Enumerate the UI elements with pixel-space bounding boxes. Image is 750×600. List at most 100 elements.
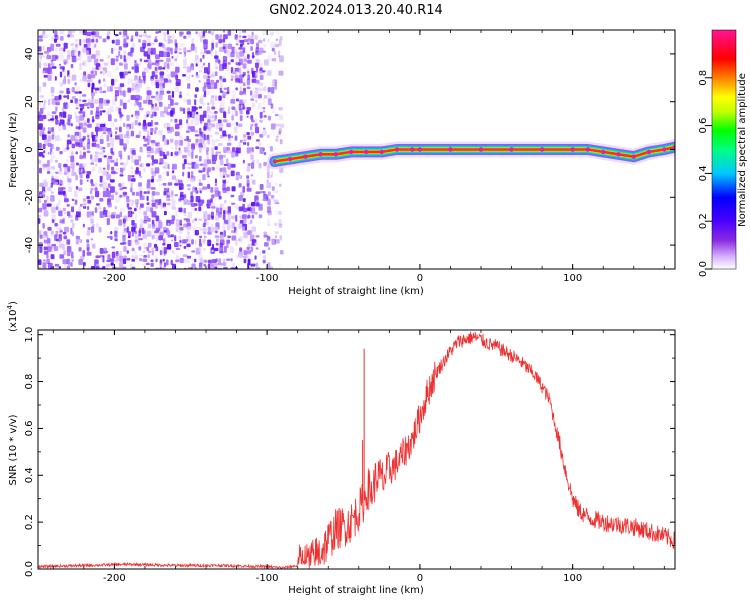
noise-cell: [226, 179, 230, 184]
noise-cell: [67, 166, 71, 173]
noise-cell: [122, 167, 126, 172]
noise-cell: [87, 227, 91, 231]
noise-cell: [70, 30, 76, 33]
noise-cell: [66, 122, 71, 125]
noise-cell: [42, 34, 48, 39]
noise-cell: [158, 66, 162, 70]
noise-cell: [246, 267, 251, 269]
noise-cell: [119, 99, 123, 106]
noise-cell: [43, 210, 49, 217]
noise-cell: [194, 230, 199, 236]
noise-cell: [150, 78, 154, 86]
noise-cell: [134, 255, 138, 260]
noise-cell: [150, 262, 154, 267]
noise-cell: [174, 102, 179, 106]
noise-cell: [250, 123, 254, 127]
noise-cell: [203, 211, 208, 215]
noise-cell: [242, 35, 247, 39]
noise-cell: [79, 62, 82, 70]
noise-cell: [222, 30, 226, 33]
noise-cell: [102, 90, 107, 93]
noise-cell: [42, 82, 47, 87]
noise-cell: [131, 66, 135, 70]
noise-cell: [262, 250, 266, 254]
noise-cell: [123, 162, 126, 170]
noise-cell: [55, 102, 60, 106]
noise-cell: [183, 223, 188, 228]
noise-cell: [267, 38, 270, 43]
noise-cell: [78, 111, 83, 114]
noise-cell: [243, 231, 248, 239]
noise-cell: [151, 234, 155, 240]
noise-cell: [38, 46, 42, 52]
noise-cell: [199, 36, 203, 43]
noise-cell: [126, 226, 130, 233]
noise-cell: [186, 74, 191, 81]
y-tick-label: 0.8: [24, 374, 35, 390]
noise-cell: [55, 58, 59, 61]
noise-cell: [138, 246, 142, 251]
noise-cell: [131, 78, 135, 82]
noise-cell: [223, 111, 227, 119]
noise-cell: [114, 90, 120, 97]
noise-cell: [167, 164, 170, 170]
noise-cell: [214, 95, 218, 102]
noise-cell: [238, 206, 244, 212]
noise-cell: [107, 131, 113, 135]
noise-cell: [63, 95, 67, 98]
noise-cell: [174, 118, 178, 123]
noise-cell: [107, 202, 112, 208]
noise-cell: [190, 199, 194, 202]
noise-cell: [234, 67, 240, 72]
noise-cell: [114, 206, 117, 210]
noise-cell: [230, 51, 235, 58]
colorbar-label: Normalized spectral amplitude: [737, 73, 748, 227]
noise-cell: [166, 127, 171, 131]
noise-cell: [95, 255, 101, 259]
noise-cell: [59, 183, 62, 186]
noise-cell: [86, 171, 91, 175]
noise-cell: [54, 159, 58, 163]
noise-cell: [62, 111, 67, 118]
noise-cell: [202, 199, 205, 204]
noise-cell: [267, 262, 271, 268]
noise-cell: [175, 255, 180, 259]
noise-cell: [63, 147, 67, 152]
noise-cell: [230, 215, 236, 220]
noise-cell: [250, 207, 256, 214]
noise-cell: [259, 184, 264, 190]
noise-cell: [114, 86, 119, 89]
noise-cell: [207, 62, 211, 69]
noise-cell: [187, 150, 191, 157]
noise-cell: [107, 163, 110, 171]
noise-cell: [147, 190, 150, 195]
noise-cell: [142, 242, 147, 247]
noise-cell: [62, 107, 65, 113]
noise-cell: [130, 154, 134, 160]
noise-cell: [218, 211, 222, 218]
noise-cell: [214, 263, 219, 266]
noise-cell: [110, 138, 115, 145]
noise-cell: [83, 78, 87, 83]
noise-cell: [195, 63, 198, 67]
noise-cell: [223, 219, 229, 225]
noise-cell: [174, 242, 179, 248]
noise-cell: [227, 62, 231, 65]
noise-cell: [275, 210, 280, 215]
noise-cell: [138, 75, 141, 81]
noise-cell: [166, 259, 169, 266]
y-tick-label: -40: [24, 237, 35, 253]
noise-cell: [267, 115, 271, 121]
noise-cell: [251, 214, 255, 219]
noise-cell: [62, 231, 67, 235]
noise-cell: [218, 195, 222, 200]
noise-cell: [50, 230, 54, 235]
noise-cell: [143, 31, 148, 37]
noise-cell: [71, 151, 74, 157]
noise-cell: [95, 50, 100, 56]
noise-cell: [70, 258, 74, 261]
noise-cell: [90, 195, 94, 200]
noise-cell: [214, 178, 217, 184]
noise-cell: [55, 206, 59, 211]
noise-cell: [106, 188, 109, 192]
